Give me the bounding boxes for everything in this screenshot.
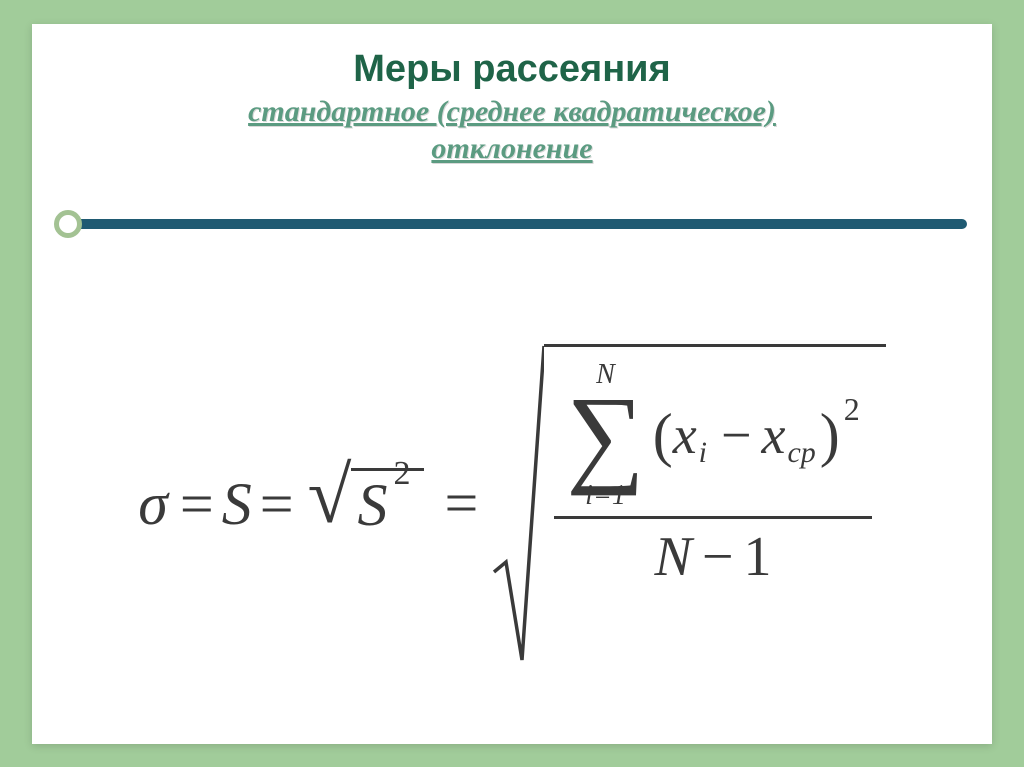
slide: Меры рассеяния стандартное (среднее квад… <box>32 24 992 744</box>
minus-inner: − <box>721 404 751 466</box>
denominator: N − 1 <box>643 519 784 595</box>
subtitle-line-2: отклонение <box>431 132 592 165</box>
sum-lower-limit: i=1 <box>585 482 626 510</box>
radicand-s2: S 2 <box>351 468 424 535</box>
paren-expression: ( x i − x ср ) 2 <box>653 401 860 470</box>
sub-mean: ср <box>787 436 815 470</box>
outer-exponent: 2 <box>844 391 860 428</box>
sub-i: i <box>699 436 707 470</box>
fraction: N ∑ i=1 ( x i − x ср ) <box>554 355 871 596</box>
denom-N: N <box>655 525 692 589</box>
equals-2: = <box>260 470 294 539</box>
sqrt-s-squared: √ S 2 <box>308 468 425 535</box>
big-radicand: N ∑ i=1 ( x i − x ср ) <box>544 344 885 664</box>
x-i: x <box>673 404 697 466</box>
title-main: Меры рассеяния <box>32 48 992 91</box>
divider-bar <box>62 219 967 229</box>
big-radical-icon <box>492 344 544 664</box>
formula: σ = S = √ S 2 = <box>138 344 886 664</box>
equals-1: = <box>180 470 214 539</box>
sigma-symbol: σ <box>138 470 168 539</box>
denom-one: 1 <box>743 525 771 589</box>
big-sqrt: N ∑ i=1 ( x i − x ср ) <box>492 344 885 664</box>
lparen: ( <box>653 401 673 470</box>
title-block: Меры рассеяния стандартное (среднее квад… <box>32 24 992 168</box>
formula-area: σ = S = √ S 2 = <box>32 274 992 734</box>
x-mean: x <box>761 404 785 466</box>
sum-sigma-icon: ∑ <box>566 389 644 483</box>
subtitle-line-1: стандартное (среднее квадратическое) <box>248 95 776 128</box>
title-subtitle: стандартное (среднее квадратическое) отк… <box>32 93 992 168</box>
S-exponent: 2 <box>393 457 410 491</box>
numerator: N ∑ i=1 ( x i − x ср ) <box>554 355 871 517</box>
sum-block: N ∑ i=1 <box>566 361 644 511</box>
formula-lhs: σ = S = √ S 2 <box>138 468 430 539</box>
radical-icon: √ <box>308 466 352 526</box>
equals-3: = <box>444 469 478 538</box>
rparen: ) <box>820 401 840 470</box>
S-symbol-2: S <box>357 475 387 535</box>
S-symbol-1: S <box>222 470 252 539</box>
minus-denom: − <box>702 525 734 589</box>
divider-dot-icon <box>54 210 82 238</box>
